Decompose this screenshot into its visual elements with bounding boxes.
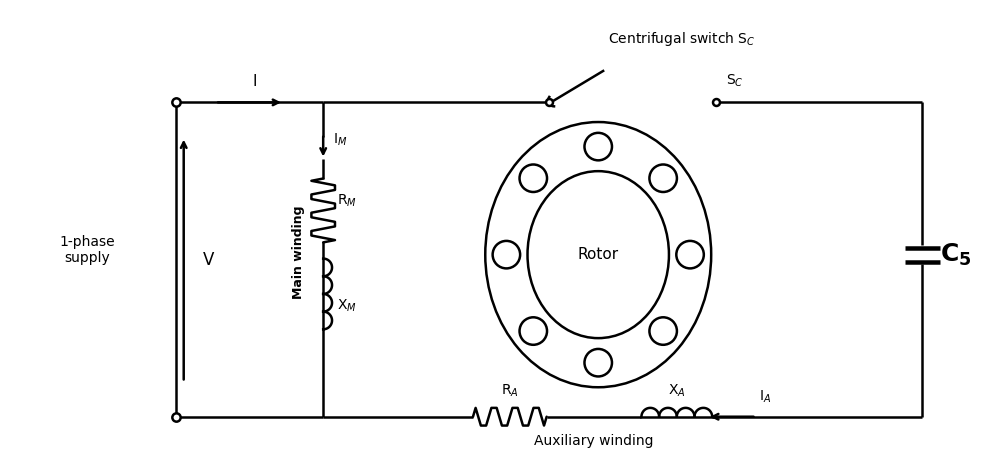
Text: Rotor: Rotor [578,247,619,262]
Text: I$_A$: I$_A$ [759,389,772,405]
Text: Main winding: Main winding [292,205,305,299]
Text: I: I [252,74,257,89]
Text: Centrifugal switch S$_C$: Centrifugal switch S$_C$ [608,31,756,48]
Text: I$_M$: I$_M$ [333,132,347,148]
Text: X$_A$: X$_A$ [668,383,686,399]
Text: $\mathbf{C_5}$: $\mathbf{C_5}$ [940,242,972,268]
Text: 1-phase
supply: 1-phase supply [60,235,115,265]
Text: R$_A$: R$_A$ [501,383,519,399]
Text: R$_M$: R$_M$ [337,192,357,209]
Text: S$_C$: S$_C$ [726,72,744,89]
Text: V: V [203,251,215,268]
Text: Auxiliary winding: Auxiliary winding [534,434,653,448]
Text: X$_M$: X$_M$ [337,298,357,314]
